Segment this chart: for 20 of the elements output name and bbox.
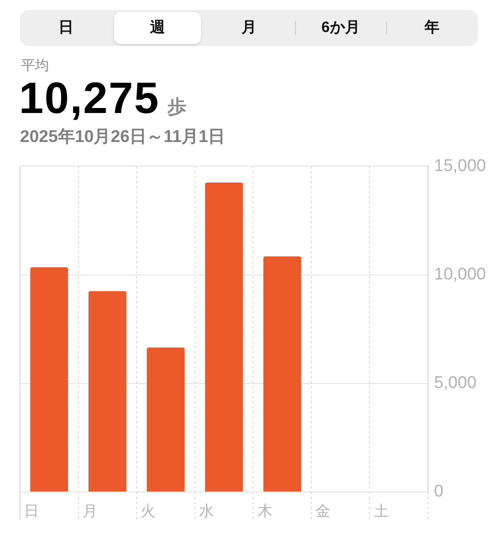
- text: 平均: [21, 56, 49, 74]
- bar: [146, 348, 185, 492]
- x-tick-label: 水: [199, 503, 214, 520]
- y-tick-label: 10,000: [434, 264, 486, 284]
- x-tick-label: 火: [140, 503, 156, 520]
- x-tick-label: 日: [24, 503, 40, 520]
- x-tick-label: 土: [374, 503, 389, 520]
- x-tick-label: 金: [316, 503, 331, 520]
- chart-subtitle: 2025年10月26日～11月1日: [20, 127, 226, 147]
- x-tick-label: 木: [257, 503, 272, 520]
- bar: [205, 182, 243, 492]
- bar: [30, 267, 68, 492]
- y-tick-label: 5,000: [434, 373, 477, 392]
- bar: [88, 291, 126, 492]
- y-tick-label: 0: [434, 482, 444, 501]
- bar: [263, 256, 302, 492]
- y-tick-label: 15,000: [434, 156, 486, 175]
- segmented-control: 日 週 月 6か月 年: [20, 10, 478, 46]
- x-tick-label: 月: [82, 503, 98, 520]
- chart-title: 10,275 歩: [19, 74, 187, 123]
